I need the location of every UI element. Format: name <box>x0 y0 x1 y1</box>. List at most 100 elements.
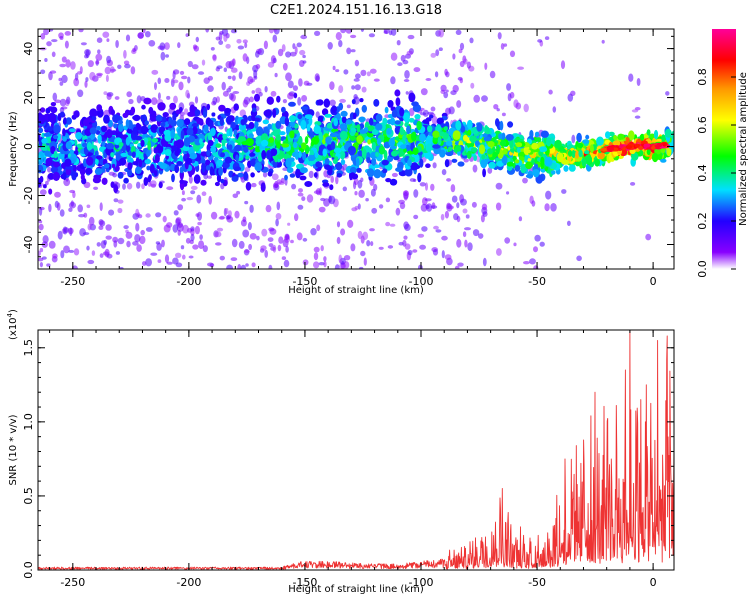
speckle-mark <box>275 213 282 220</box>
speckle-mark <box>481 95 488 102</box>
speckle-mark <box>340 29 346 34</box>
band-mark <box>62 172 67 181</box>
speckle-mark <box>323 198 330 207</box>
band-mark <box>373 169 382 179</box>
speckle-mark <box>298 78 303 87</box>
band-mark <box>304 181 313 187</box>
speckle-mark <box>513 242 517 247</box>
speckle-mark <box>509 50 516 58</box>
band-mark <box>540 130 549 138</box>
speckle-mark <box>80 42 87 46</box>
band-mark <box>501 155 508 165</box>
speckle-mark <box>231 67 238 73</box>
band-mark <box>646 148 651 156</box>
band-mark <box>113 184 119 194</box>
speckle-mark <box>404 70 410 79</box>
speckle-mark <box>406 50 413 56</box>
speckle-mark <box>400 54 406 62</box>
speckle-mark <box>323 260 327 268</box>
speckle-mark <box>390 52 398 61</box>
speckle-mark <box>142 261 147 266</box>
speckle-mark <box>43 29 50 36</box>
band-mark <box>654 147 662 155</box>
speckle-mark <box>181 197 187 202</box>
band-mark <box>367 139 372 145</box>
snr-scale-suffix: ) <box>8 309 19 313</box>
band-mark <box>293 92 298 99</box>
speckle-mark <box>282 99 287 104</box>
colorbar-tick-label: 0.2 <box>696 212 709 230</box>
speckle-mark <box>59 36 64 40</box>
speckle-mark <box>106 38 110 42</box>
snr-xtick-label: -250 <box>60 576 85 589</box>
band-mark <box>271 131 279 136</box>
speckle-mark <box>201 59 206 66</box>
band-mark <box>146 149 151 157</box>
speckle-mark <box>354 84 361 91</box>
speckle-mark <box>247 222 252 231</box>
band-mark <box>324 164 331 170</box>
snr-xtick-label: -150 <box>292 576 317 589</box>
speckle-mark <box>370 241 374 247</box>
speckle-mark <box>156 242 162 251</box>
band-mark <box>347 145 356 156</box>
speckle-mark <box>249 204 254 213</box>
band-core-mark <box>625 145 633 150</box>
band-mark <box>82 142 88 148</box>
band-mark <box>666 146 672 157</box>
colorbar-tick-label: 0.6 <box>696 116 709 134</box>
band-mark <box>563 165 569 172</box>
speckle-mark <box>49 70 57 74</box>
band-mark <box>568 164 576 172</box>
band-mark <box>53 162 60 168</box>
speckle-mark <box>157 77 162 85</box>
speckle-mark <box>232 91 240 94</box>
band-mark <box>43 132 52 137</box>
band-mark <box>388 137 396 147</box>
band-mark <box>52 171 60 181</box>
band-mark <box>183 137 191 147</box>
speckle-mark <box>432 249 439 256</box>
band-mark <box>372 129 379 136</box>
band-mark <box>488 161 496 169</box>
band-mark <box>290 120 296 128</box>
speckle-mark <box>214 231 222 238</box>
band-mark <box>279 131 286 136</box>
band-mark <box>131 151 136 158</box>
speckle-mark <box>126 91 132 98</box>
band-mark <box>326 122 334 129</box>
band-mark <box>162 112 169 118</box>
speckle-mark <box>48 203 52 213</box>
band-mark <box>44 150 53 157</box>
speckle-mark <box>360 177 364 183</box>
speckle-mark <box>378 204 384 209</box>
band-mark <box>356 167 362 173</box>
speckle-mark <box>493 104 499 110</box>
band-core-mark <box>662 142 667 147</box>
speckle-mark <box>470 82 475 89</box>
band-mark <box>85 117 92 123</box>
band-mark <box>144 120 149 126</box>
band-mark <box>48 188 53 195</box>
band-mark <box>385 178 392 183</box>
speckle-mark <box>336 236 341 245</box>
band-mark <box>195 165 200 172</box>
speckle-mark <box>190 190 196 195</box>
band-mark <box>366 168 375 178</box>
band-mark <box>43 184 47 189</box>
speckle-mark <box>44 58 48 62</box>
speckle-mark <box>137 32 144 39</box>
band-mark <box>101 125 108 133</box>
band-mark <box>170 119 177 127</box>
band-mark <box>104 163 110 169</box>
speckle-mark <box>182 254 186 260</box>
band-mark <box>164 149 172 156</box>
band-mark <box>324 113 333 118</box>
speckle-mark <box>457 262 464 267</box>
band-mark <box>106 142 115 150</box>
band-mark <box>199 138 203 145</box>
band-mark <box>469 135 477 143</box>
band-mark <box>172 113 177 122</box>
speckle-mark <box>361 86 367 93</box>
band-mark <box>403 112 410 123</box>
